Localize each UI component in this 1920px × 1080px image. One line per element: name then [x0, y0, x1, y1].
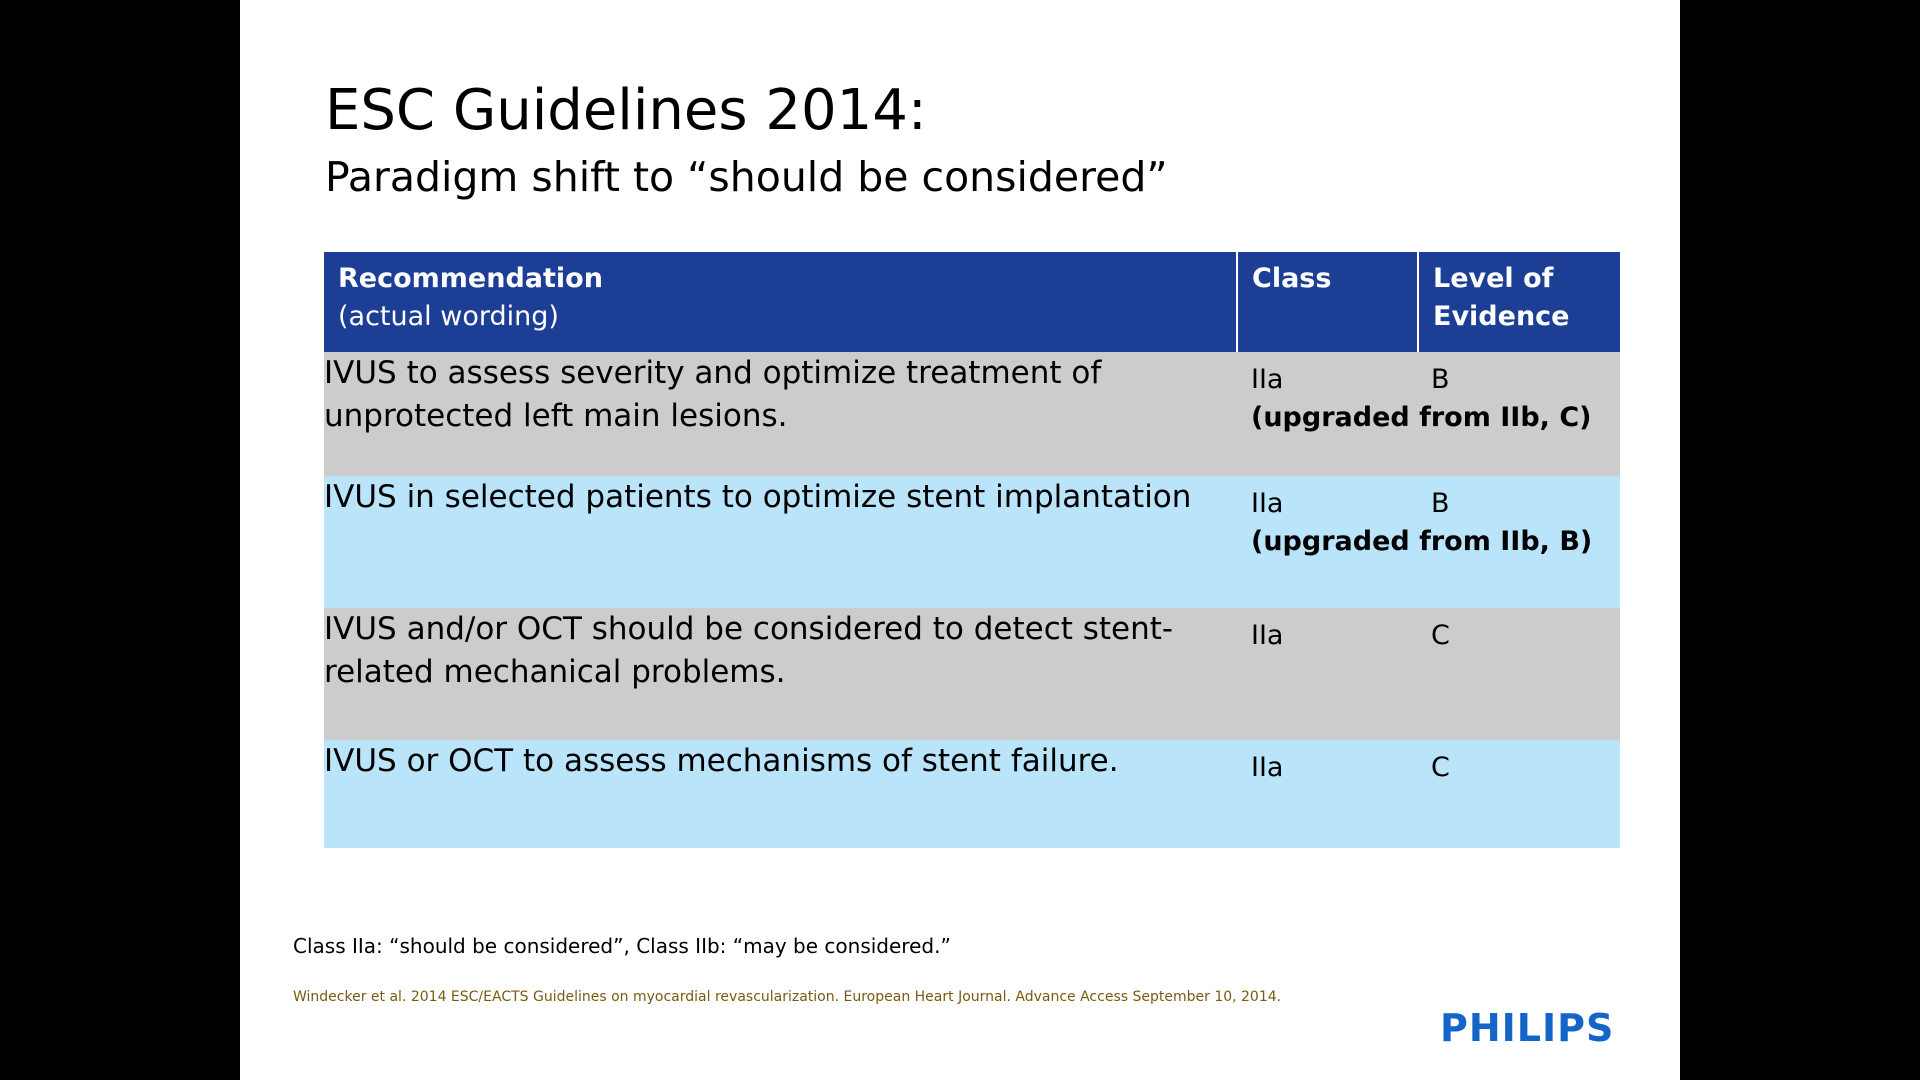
slide: ESC Guidelines 2014: Paradigm shift to “… [240, 0, 1680, 1080]
recommendations-table: Recommendation (actual wording) Class Le… [324, 252, 1620, 848]
row-level: C [1431, 620, 1450, 651]
header-recommendation-label: Recommendation [338, 263, 603, 294]
slide-subtitle: Paradigm shift to “should be considered” [325, 153, 1168, 201]
row-class: IIa [1251, 488, 1284, 519]
table-row: IVUS or OCT to assess mechanisms of sten… [324, 740, 1620, 848]
table-row: IVUS in selected patients to optimize st… [324, 476, 1620, 608]
table-header-row: Recommendation (actual wording) Class Le… [324, 252, 1620, 352]
class-footnote: Class IIa: “should be considered”, Class… [293, 934, 951, 958]
header-class: Class [1237, 252, 1419, 352]
slide-title: ESC Guidelines 2014: [325, 78, 927, 143]
header-class-label: Class [1252, 263, 1332, 294]
row-class: IIa [1251, 620, 1284, 651]
row-class-level: IIa C [1237, 740, 1620, 848]
row-level: B [1431, 488, 1450, 519]
header-recommendation: Recommendation (actual wording) [324, 252, 1238, 352]
row-class: IIa [1251, 364, 1284, 395]
table-row: IVUS and/or OCT should be considered to … [324, 608, 1620, 740]
row-class: IIa [1251, 752, 1284, 783]
row-recommendation: IVUS in selected patients to optimize st… [324, 476, 1237, 608]
row-class-level: IIa B (upgraded from IIb, B) [1237, 476, 1620, 608]
header-level-label: Level of Evidence [1433, 263, 1570, 332]
row-recommendation: IVUS or OCT to assess mechanisms of sten… [324, 740, 1237, 848]
row-upgrade-note: (upgraded from IIb, B) [1251, 526, 1593, 557]
row-level: B [1431, 364, 1450, 395]
table-row: IVUS to assess severity and optimize tre… [324, 352, 1620, 476]
row-recommendation: IVUS to assess severity and optimize tre… [324, 352, 1237, 476]
row-class-level: IIa B (upgraded from IIb, C) [1237, 352, 1620, 476]
header-recommendation-sub: (actual wording) [338, 301, 559, 332]
row-level: C [1431, 752, 1450, 783]
philips-logo: PHILIPS [1440, 1006, 1615, 1050]
header-level: Level of Evidence [1418, 252, 1620, 352]
citation: Windecker et al. 2014 ESC/EACTS Guidelin… [293, 989, 1282, 1005]
row-upgrade-note: (upgraded from IIb, C) [1251, 402, 1592, 433]
row-recommendation: IVUS and/or OCT should be considered to … [324, 608, 1237, 740]
row-class-level: IIa C [1237, 608, 1620, 740]
